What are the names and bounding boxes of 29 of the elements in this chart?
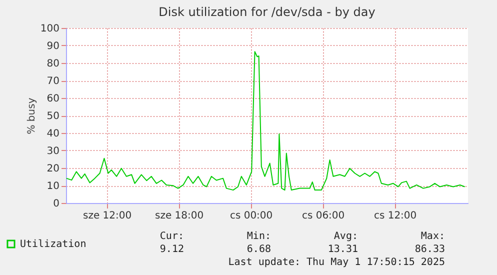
y-tick-label: 30 xyxy=(46,146,60,157)
text: Last update: Thu May 1 17:50:15 2025 xyxy=(228,257,445,268)
text: Max: xyxy=(420,231,445,242)
text: 86.33 xyxy=(414,244,445,255)
x-tick-label: sze 18:00 xyxy=(154,210,204,222)
y-tick-label: 80 xyxy=(46,58,60,70)
y-tick-label: 50 xyxy=(46,111,60,122)
y-tick-label: 0 xyxy=(53,198,60,210)
y-tick-label: 20 xyxy=(46,164,60,174)
y-tick-label: 90 xyxy=(46,41,60,52)
chart-title: Disk utilization for /dev/sda - by day xyxy=(158,5,376,19)
x-tick-label: sze 12:00 xyxy=(82,210,132,222)
x-tick-label: cs 12:00 xyxy=(374,210,417,222)
x-tick-label: cs 06:00 xyxy=(302,210,345,222)
y-tick-label: 40 xyxy=(46,128,60,140)
line-series xyxy=(66,51,466,191)
text: Min: xyxy=(246,231,271,242)
text: Avg: xyxy=(334,231,358,242)
text: 6.68 xyxy=(246,244,271,255)
text: 9.12 xyxy=(160,244,184,255)
text: Cur: xyxy=(160,231,184,242)
y-tick-label: 100 xyxy=(40,24,60,34)
y-axis-title: % busy xyxy=(26,98,38,134)
y-tick-label: 60 xyxy=(46,94,60,104)
x-tick-label: cs 00:00 xyxy=(230,210,273,222)
text: 13.31 xyxy=(328,244,358,255)
y-tick-label: 70 xyxy=(46,76,60,87)
legend-label: Utilization xyxy=(20,239,86,250)
y-tick-label: 10 xyxy=(46,181,60,192)
